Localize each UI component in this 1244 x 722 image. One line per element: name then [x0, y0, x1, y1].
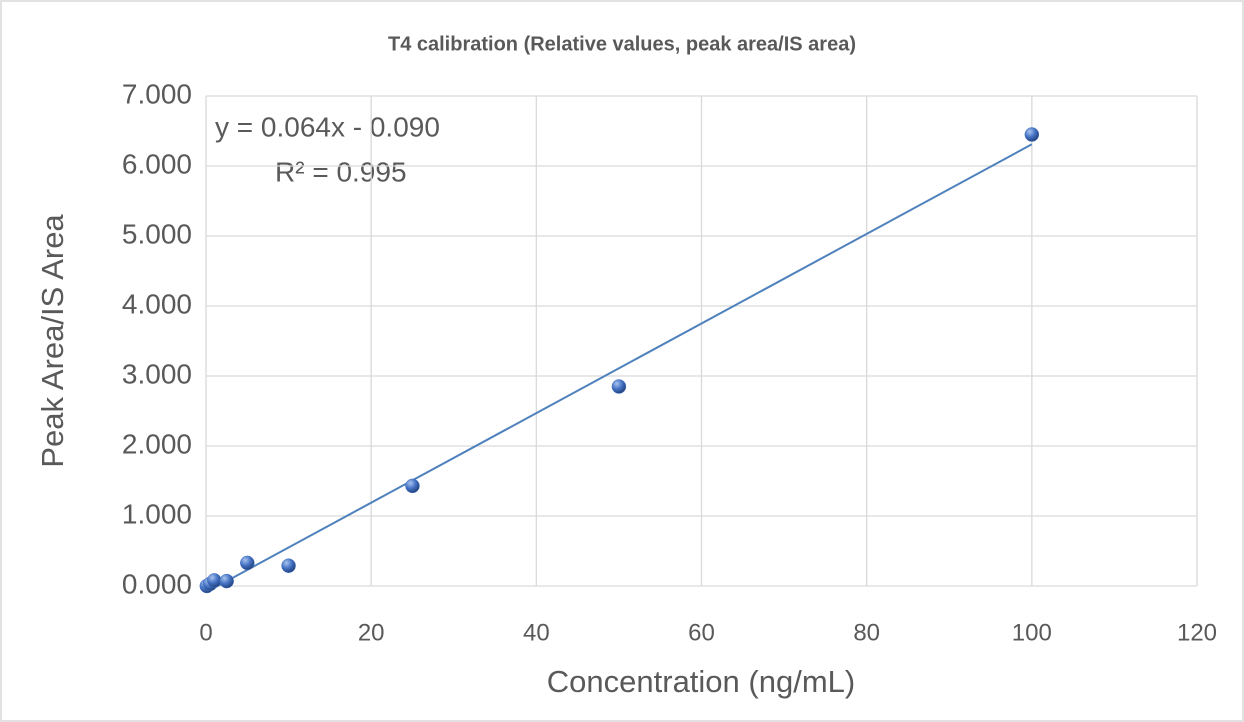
- r-squared-annotation: R² = 0.995: [275, 156, 407, 187]
- y-tick-label: 3.000: [122, 358, 192, 389]
- data-point: [281, 558, 296, 573]
- y-tick-label: 6.000: [122, 148, 192, 179]
- data-point: [207, 573, 222, 588]
- data-point: [405, 478, 420, 494]
- y-tick-label: 7.000: [122, 78, 192, 109]
- y-tick-label: 4.000: [122, 288, 192, 319]
- data-point: [240, 555, 255, 571]
- trendline: [206, 143, 1033, 593]
- data-point: [1024, 127, 1040, 142]
- x-tick-label: 120: [1177, 619, 1217, 646]
- x-tick-label: 60: [688, 619, 715, 646]
- y-axis-label: Peak Area/IS Area: [35, 214, 70, 468]
- y-tick-label: 2.000: [122, 428, 192, 459]
- data-point: [219, 573, 234, 589]
- data-point: [611, 379, 627, 394]
- chart-title: T4 calibration (Relative values, peak ar…: [388, 33, 856, 55]
- y-tick-label: 5.000: [122, 218, 192, 249]
- x-tick-label: 80: [853, 619, 880, 646]
- equation-annotation: y = 0.064x - 0.090: [215, 111, 440, 142]
- x-tick-label: 0: [199, 619, 212, 646]
- x-tick-label: 100: [1012, 619, 1052, 646]
- x-tick-label: 40: [523, 619, 550, 646]
- x-axis-label: Concentration (ng/mL): [547, 664, 855, 699]
- y-tick-label: 1.000: [122, 498, 192, 529]
- x-tick-label: 20: [358, 619, 385, 646]
- y-tick-label: 0.000: [122, 568, 192, 599]
